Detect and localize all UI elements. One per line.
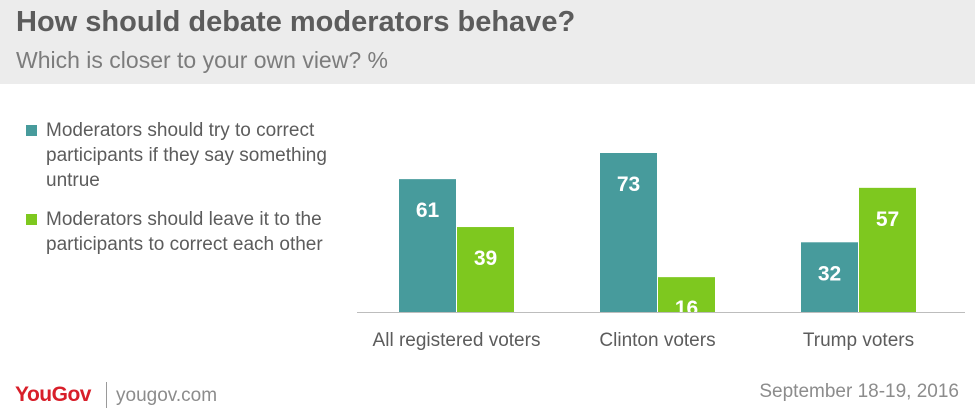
data-label-correct-1: 73 [617,173,640,196]
legend-label-correct: Moderators should try to correct partici… [46,120,327,191]
legend-swatch-leave [26,214,37,225]
legend-swatch-correct [26,125,37,136]
bar-correct-1 [600,153,657,312]
category-label-2: Trump voters [803,330,914,351]
bar-leave-0 [457,227,514,312]
data-label-leave-0: 39 [474,247,497,270]
data-label-correct-2: 32 [818,262,841,285]
legend: Moderators should try to correct partici… [26,118,346,271]
footer-date: September 18-19, 2016 [759,381,959,402]
category-label-1: Clinton voters [599,330,715,351]
data-label-leave-2: 57 [876,208,899,231]
data-label-leave-1: 16 [675,297,698,320]
footer-divider [106,382,107,408]
chart-subtitle: Which is closer to your own view? % [16,47,388,73]
bar-correct-2 [801,242,858,312]
category-label-0: All registered voters [373,330,541,351]
header: How should debate moderators behave? Whi… [0,0,975,84]
legend-item-correct: Moderators should try to correct partici… [26,118,346,193]
chart-title: How should debate moderators behave? [16,6,576,38]
bar-leave-2 [859,187,916,312]
footer-site-link[interactable]: yougov.com [116,385,218,406]
legend-label-leave: Moderators should leave it to the partic… [46,209,323,255]
yougov-logo: YouGov [15,383,91,406]
data-label-correct-0: 61 [416,199,440,222]
legend-item-leave: Moderators should leave it to the partic… [26,207,346,257]
bar-correct-0 [399,179,456,312]
bar-leave-1 [658,277,715,312]
